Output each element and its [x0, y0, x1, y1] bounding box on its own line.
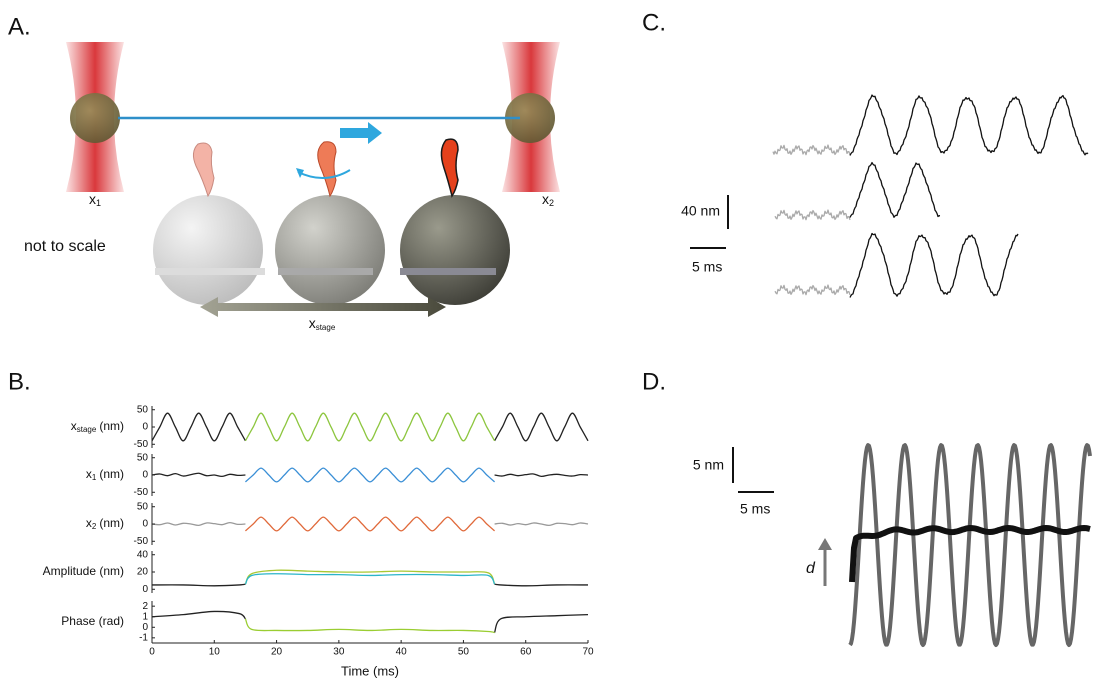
panel-b-plots: -50 0 50 xstage(nm) -50 0 50 x1(nm) -50 0 50 x2(nm)…	[43, 404, 594, 678]
sphere	[275, 195, 385, 305]
x-tick-label: 40	[396, 647, 408, 658]
x-tick-label: 20	[271, 647, 283, 658]
trace	[245, 574, 494, 584]
trace	[850, 95, 1088, 155]
trace	[245, 468, 494, 482]
label-text: x	[542, 191, 549, 207]
y-tick-label: -50	[134, 487, 149, 498]
label-sub: 1	[92, 473, 97, 482]
sphere	[153, 195, 263, 305]
motor	[441, 139, 458, 196]
label-sub: stage	[316, 323, 336, 332]
trace	[245, 619, 494, 633]
panel-label: C.	[642, 9, 666, 36]
surface	[155, 268, 265, 275]
y-tick-label: 1	[142, 611, 148, 622]
trace	[850, 163, 940, 218]
scale-label: 5 ms	[740, 501, 770, 517]
stage-label: xstage	[309, 315, 336, 332]
y-tick-label: 0	[142, 470, 148, 481]
panel-label: A.	[8, 13, 31, 40]
label-unit: (nm)	[99, 467, 124, 481]
trace	[152, 473, 588, 476]
arrow-head	[296, 168, 304, 178]
motor	[318, 142, 336, 196]
scale-label: 5 ms	[692, 259, 722, 275]
label-sub: 1	[96, 198, 101, 208]
y-tick-label: 2	[142, 601, 148, 612]
y-tick-label: 0	[142, 622, 148, 633]
y-axis-label: Amplitude (nm)	[43, 564, 124, 578]
y-axis-label: x1(nm)	[86, 467, 124, 482]
arrow-head	[818, 538, 832, 550]
x-tick-label: 30	[333, 647, 345, 658]
trace	[152, 523, 588, 526]
trace	[850, 445, 1090, 645]
y-tick-label: 50	[137, 404, 149, 415]
panel-c-traces	[773, 95, 1088, 297]
motor	[193, 143, 214, 196]
x-tick-label: 10	[209, 647, 221, 658]
x-tick-label: 60	[520, 647, 532, 658]
bead-label: x2	[542, 191, 554, 209]
note: not to scale	[24, 238, 106, 255]
y-axis-label: xstage(nm)	[71, 419, 124, 434]
bead-label: x1	[89, 191, 101, 209]
surface	[278, 268, 373, 275]
x-axis-label: Time (ms)	[341, 663, 399, 678]
y-tick-label: -50	[134, 536, 149, 547]
y-tick-label: -1	[139, 632, 148, 643]
trace	[245, 570, 494, 584]
label-sub: stage	[77, 425, 97, 434]
sphere	[400, 195, 510, 305]
y-tick-label: 0	[142, 519, 148, 530]
trace	[245, 413, 494, 441]
scale-label: 5 nm	[693, 457, 724, 473]
y-tick-label: 0	[142, 422, 148, 433]
label-text: x	[89, 191, 96, 207]
trace	[152, 584, 588, 586]
trace	[773, 145, 850, 155]
trace	[245, 517, 494, 531]
motion-arrow	[340, 122, 382, 144]
y-tick-label: 50	[137, 452, 149, 463]
bead	[70, 93, 120, 143]
y-axis-label: Phase (rad)	[61, 614, 124, 628]
label-sub: 2	[549, 198, 554, 208]
y-tick-label: 0	[142, 584, 148, 595]
surface	[400, 268, 496, 275]
y-tick-label: -50	[134, 439, 149, 450]
x-tick-label: 0	[149, 647, 155, 658]
x-tick-label: 50	[458, 647, 470, 658]
arrow-label: d	[806, 560, 816, 577]
trace	[152, 413, 588, 441]
trace	[775, 285, 850, 295]
trace	[850, 234, 1018, 298]
label-unit: (nm)	[99, 419, 124, 433]
trace	[775, 210, 850, 220]
y-axis-label: x2(nm)	[86, 516, 124, 531]
label-sub: 2	[92, 522, 97, 531]
y-tick-label: 20	[137, 567, 149, 578]
panel-label: B.	[8, 368, 31, 395]
label-unit: (nm)	[99, 516, 124, 530]
y-tick-label: 40	[137, 549, 149, 560]
x-tick-label: 70	[582, 647, 594, 658]
scale-label: 40 nm	[681, 203, 720, 219]
figure: A. x1 x2 not to scale xstage B. -50050xs…	[0, 0, 1097, 684]
panel-label: D.	[642, 368, 666, 395]
label-text: x	[309, 315, 316, 331]
trace	[152, 611, 588, 632]
y-tick-label: 50	[137, 501, 149, 512]
panel-d-traces	[850, 445, 1090, 645]
